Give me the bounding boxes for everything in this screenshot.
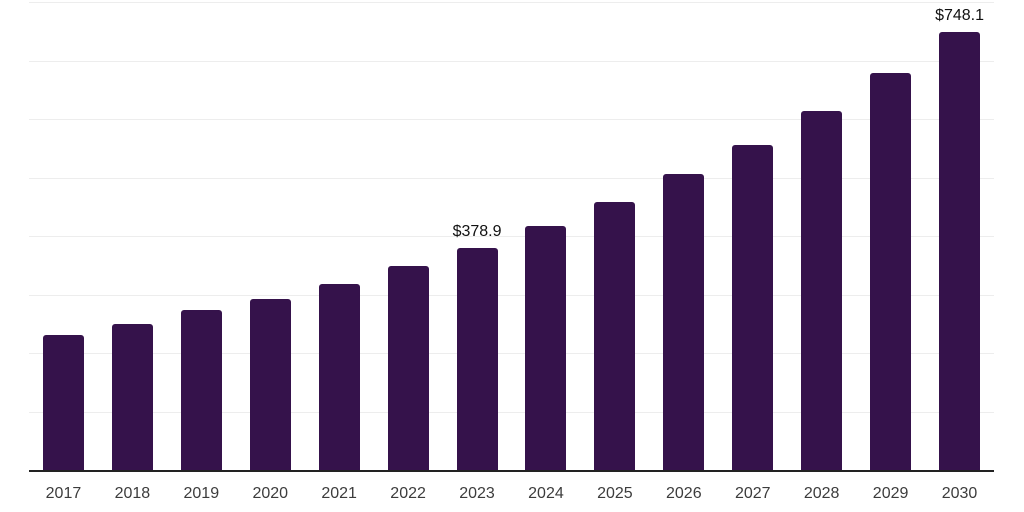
gridline bbox=[29, 294, 994, 296]
x-tick-label: 2024 bbox=[528, 485, 564, 502]
x-tick-label: 2019 bbox=[183, 485, 220, 502]
gridline bbox=[29, 236, 994, 237]
bar-value-label: $748.1 bbox=[935, 7, 984, 25]
x-tick-label: 2028 bbox=[803, 485, 840, 502]
bar bbox=[318, 284, 360, 470]
x-tick-label: 2021 bbox=[321, 485, 357, 502]
gridline bbox=[29, 177, 994, 179]
bar bbox=[249, 299, 291, 470]
x-tick-label: 2030 bbox=[941, 485, 978, 502]
gridline bbox=[29, 119, 994, 120]
x-tick-label: 2017 bbox=[45, 485, 82, 502]
bar bbox=[456, 248, 498, 470]
bar bbox=[387, 266, 429, 470]
bar-value-label: $378.9 bbox=[452, 223, 502, 241]
bar bbox=[663, 174, 705, 470]
gridline bbox=[29, 353, 994, 354]
gridline bbox=[29, 411, 994, 413]
bar bbox=[870, 72, 912, 470]
bar bbox=[111, 323, 153, 470]
bar bbox=[939, 32, 981, 470]
x-axis-line bbox=[29, 470, 994, 472]
gridline bbox=[29, 60, 994, 62]
x-tick-label: 2027 bbox=[734, 485, 771, 502]
x-tick-label: 2026 bbox=[666, 485, 702, 502]
bar bbox=[180, 310, 222, 470]
bar bbox=[42, 334, 84, 470]
x-tick-label: 2025 bbox=[597, 485, 633, 502]
x-tick-label: 2020 bbox=[252, 485, 289, 502]
plot-area: $378.9 $748.1 bbox=[29, 0, 994, 472]
x-tick-label: 2023 bbox=[459, 485, 495, 502]
x-tick-label: 2022 bbox=[390, 485, 426, 502]
gridline bbox=[29, 2, 994, 3]
bar bbox=[801, 111, 843, 470]
bar bbox=[525, 225, 567, 470]
bar bbox=[594, 201, 636, 470]
x-tick-label: 2029 bbox=[872, 485, 909, 502]
bar bbox=[732, 145, 774, 470]
x-tick-label: 2018 bbox=[114, 485, 151, 502]
